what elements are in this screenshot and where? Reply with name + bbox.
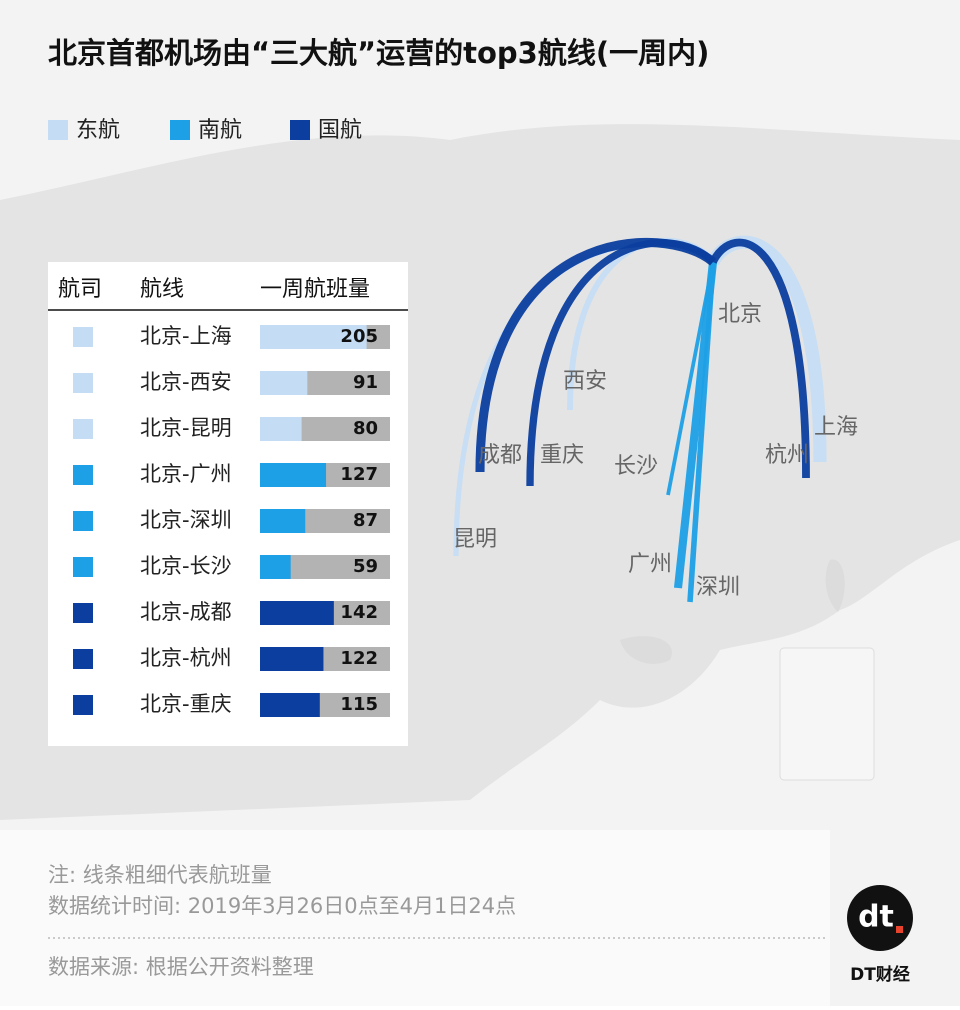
route-label: 北京-西安 [140,370,232,394]
route-arc [666,261,715,496]
legend-swatch [170,120,190,140]
logo-dot [896,926,903,933]
note: 注: 线条粗细代表航班量 [48,863,272,887]
legend-label: 东航 [76,118,120,143]
footer-bg [0,830,830,1006]
bar [260,417,302,441]
column-header: 航司 [58,277,102,302]
legend-swatch [48,120,68,140]
value-label: 91 [353,372,378,393]
city-label: 上海 [814,415,858,440]
city-label: 广州 [628,552,672,577]
route-label: 北京-重庆 [140,692,232,716]
airline-swatch [73,511,93,531]
value-label: 59 [353,556,378,577]
brand: DT财经 [850,964,910,985]
bar [260,509,306,533]
column-header: 航线 [140,277,184,302]
route-arc [687,261,716,603]
route-arc [526,239,716,487]
city-label: 昆明 [453,527,497,552]
route-label: 北京-广州 [140,462,232,486]
route-label: 北京-长沙 [140,554,232,578]
city-label: 长沙 [614,454,658,479]
value-label: 122 [340,648,378,669]
value-label: 115 [340,694,378,715]
city-label: 北京 [718,302,762,327]
airline-swatch [73,603,93,623]
value-label: 87 [353,510,378,531]
city-label: 成都 [478,443,522,468]
city-label: 西安 [563,369,607,394]
bar [260,325,367,349]
route-label: 北京-深圳 [140,508,232,532]
title: 北京首都机场由“三大航”运营的top3航线(一周内) [48,36,709,70]
bar [260,601,334,625]
route-label: 北京-成都 [140,600,232,624]
bar [260,555,291,579]
legend-label: 南航 [198,118,242,143]
airline-swatch [73,373,93,393]
route-label: 北京-杭州 [140,646,232,670]
airline-swatch [73,649,93,669]
airline-swatch [73,465,93,485]
island [825,559,845,612]
airline-swatch [73,695,93,715]
value-label: 205 [340,326,378,347]
airline-swatch [73,557,93,577]
city-label: 重庆 [540,443,584,468]
source: 数据来源: 根据公开资料整理 [48,955,314,979]
value-label: 127 [340,464,378,485]
column-header: 一周航班量 [260,277,370,302]
logo-text: dt [858,900,894,935]
route-label: 北京-昆明 [140,416,232,440]
inset-map [779,647,875,781]
city-label: 深圳 [696,575,740,600]
bar [260,647,324,671]
airline-swatch [73,327,93,347]
logo-circle [847,885,913,951]
route-arc [709,238,810,479]
value-label: 142 [340,602,378,623]
city-label: 杭州 [765,443,809,468]
legend-label: 国航 [318,118,362,143]
bar [260,463,327,487]
note: 数据统计时间: 2019年3月26日0点至4月1日24点 [48,894,516,918]
bar [260,371,308,395]
island [620,636,672,664]
route-label: 北京-上海 [140,324,232,348]
bar [260,693,320,717]
airline-swatch [73,419,93,439]
value-label: 80 [353,418,378,439]
legend-swatch [290,120,310,140]
